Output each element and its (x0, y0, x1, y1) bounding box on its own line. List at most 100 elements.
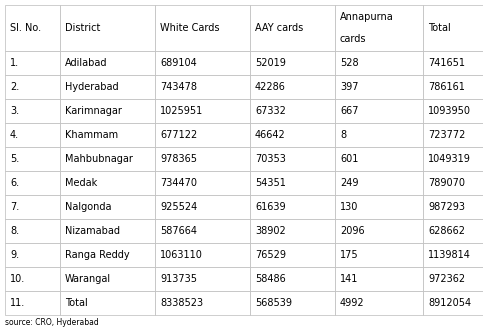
Bar (60, 291, 155, 315)
Text: 978365: 978365 (160, 154, 197, 164)
Bar (60, 51, 155, 75)
Text: 8338523: 8338523 (160, 298, 203, 308)
Bar (335, 219, 423, 243)
Bar (250, 195, 335, 219)
Bar (335, 123, 423, 147)
Bar (423, 5, 483, 51)
Bar (250, 5, 335, 51)
Text: Total: Total (428, 23, 451, 33)
Text: Medak: Medak (65, 178, 97, 188)
Bar (335, 99, 423, 123)
Bar (5, 195, 60, 219)
Bar (423, 123, 483, 147)
Text: 42286: 42286 (255, 82, 286, 92)
Text: 175: 175 (340, 250, 358, 260)
Bar (155, 171, 250, 195)
Bar (155, 51, 250, 75)
Text: Karimnagar: Karimnagar (65, 106, 122, 116)
Text: 1025951: 1025951 (160, 106, 203, 116)
Bar (250, 99, 335, 123)
Bar (250, 51, 335, 75)
Bar (5, 123, 60, 147)
Bar (335, 171, 423, 195)
Text: 130: 130 (340, 202, 358, 212)
Text: Adilabad: Adilabad (65, 58, 108, 68)
Bar (5, 147, 60, 171)
Text: 568539: 568539 (255, 298, 292, 308)
Text: 741651: 741651 (428, 58, 465, 68)
Bar (250, 171, 335, 195)
Bar (250, 291, 335, 315)
Text: 67332: 67332 (255, 106, 286, 116)
Bar (155, 267, 250, 291)
Text: 61639: 61639 (255, 202, 285, 212)
Text: 7.: 7. (10, 202, 19, 212)
Text: Total: Total (65, 298, 88, 308)
Text: 8: 8 (340, 130, 346, 140)
Bar (335, 75, 423, 99)
Bar (155, 99, 250, 123)
Bar (5, 51, 60, 75)
Bar (250, 123, 335, 147)
Bar (423, 195, 483, 219)
Text: cards: cards (340, 35, 367, 45)
Text: 734470: 734470 (160, 178, 197, 188)
Bar (5, 5, 60, 51)
Text: Khammam: Khammam (65, 130, 118, 140)
Text: 4.: 4. (10, 130, 19, 140)
Text: Annapurna: Annapurna (340, 12, 394, 22)
Bar (60, 195, 155, 219)
Text: Nizamabad: Nizamabad (65, 226, 120, 236)
Bar (155, 219, 250, 243)
Text: 54351: 54351 (255, 178, 286, 188)
Text: District: District (65, 23, 100, 33)
Bar (155, 75, 250, 99)
Text: 587664: 587664 (160, 226, 197, 236)
Bar (335, 51, 423, 75)
Text: 52019: 52019 (255, 58, 286, 68)
Bar (423, 171, 483, 195)
Bar (250, 243, 335, 267)
Text: 1139814: 1139814 (428, 250, 471, 260)
Text: 249: 249 (340, 178, 358, 188)
Text: 9.: 9. (10, 250, 19, 260)
Bar (423, 219, 483, 243)
Text: 925524: 925524 (160, 202, 197, 212)
Text: 141: 141 (340, 274, 358, 284)
Text: AAY cards: AAY cards (255, 23, 303, 33)
Bar (335, 243, 423, 267)
Bar (60, 267, 155, 291)
Bar (60, 171, 155, 195)
Text: 1049319: 1049319 (428, 154, 471, 164)
Text: 46642: 46642 (255, 130, 286, 140)
Text: 743478: 743478 (160, 82, 197, 92)
Bar (5, 219, 60, 243)
Bar (60, 5, 155, 51)
Text: 5.: 5. (10, 154, 19, 164)
Bar (335, 5, 423, 51)
Text: 689104: 689104 (160, 58, 197, 68)
Text: 601: 601 (340, 154, 358, 164)
Text: 6.: 6. (10, 178, 19, 188)
Bar (5, 171, 60, 195)
Bar (60, 147, 155, 171)
Text: 1093950: 1093950 (428, 106, 471, 116)
Bar (155, 195, 250, 219)
Bar (423, 267, 483, 291)
Bar (155, 147, 250, 171)
Bar (335, 147, 423, 171)
Bar (5, 75, 60, 99)
Text: 10.: 10. (10, 274, 25, 284)
Bar (155, 123, 250, 147)
Text: 972362: 972362 (428, 274, 465, 284)
Text: Warangal: Warangal (65, 274, 111, 284)
Text: 38902: 38902 (255, 226, 286, 236)
Text: 1.: 1. (10, 58, 19, 68)
Text: 2096: 2096 (340, 226, 365, 236)
Bar (5, 267, 60, 291)
Bar (335, 195, 423, 219)
Bar (335, 267, 423, 291)
Bar (155, 243, 250, 267)
Bar (423, 51, 483, 75)
Bar (5, 243, 60, 267)
